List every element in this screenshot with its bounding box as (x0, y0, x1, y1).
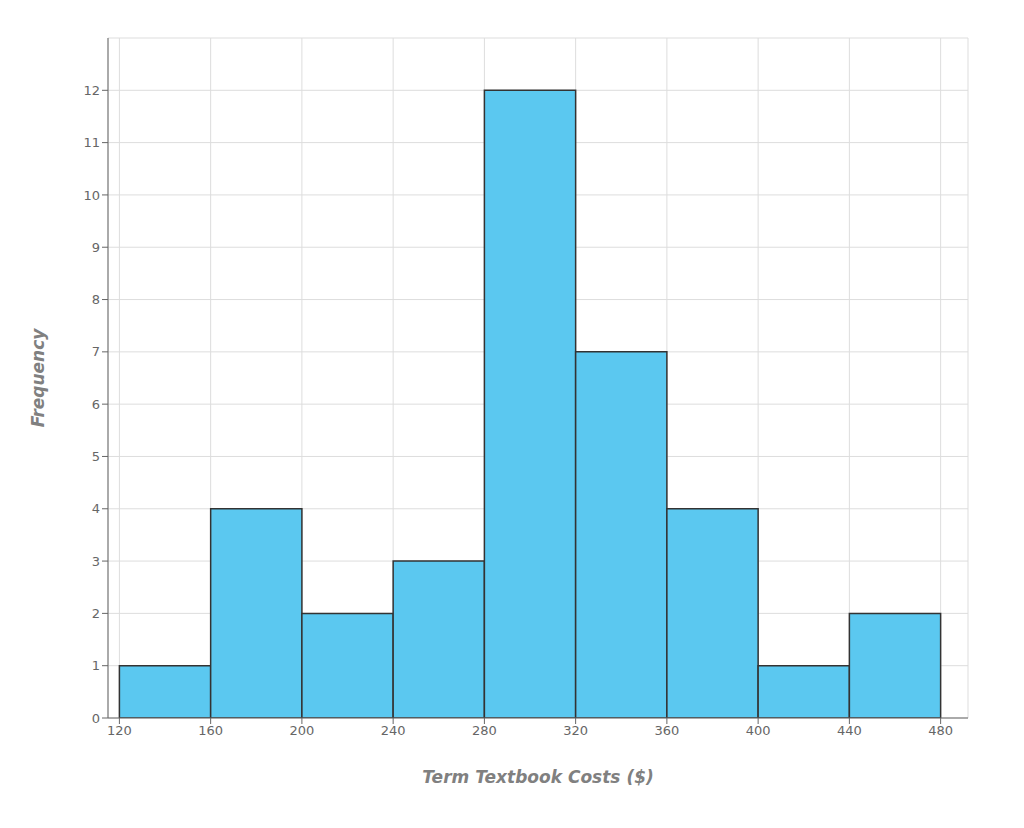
svg-text:320: 320 (563, 723, 588, 738)
svg-text:280: 280 (472, 723, 497, 738)
svg-text:480: 480 (928, 723, 953, 738)
svg-text:360: 360 (654, 723, 679, 738)
svg-text:Term Textbook Costs ($): Term Textbook Costs ($) (422, 767, 654, 787)
svg-text:440: 440 (837, 723, 862, 738)
svg-text:240: 240 (381, 723, 406, 738)
svg-text:160: 160 (198, 723, 223, 738)
svg-text:11: 11 (83, 135, 100, 150)
svg-text:10: 10 (83, 188, 100, 203)
svg-text:1: 1 (92, 658, 100, 673)
svg-text:3: 3 (92, 554, 100, 569)
svg-text:7: 7 (92, 344, 100, 359)
svg-text:8: 8 (92, 292, 100, 307)
svg-text:5: 5 (92, 449, 100, 464)
svg-text:120: 120 (107, 723, 132, 738)
svg-text:2: 2 (92, 606, 100, 621)
svg-text:9: 9 (92, 240, 100, 255)
svg-text:12: 12 (83, 83, 100, 98)
svg-text:4: 4 (92, 501, 100, 516)
svg-text:400: 400 (746, 723, 771, 738)
svg-text:200: 200 (289, 723, 314, 738)
svg-text:Frequency: Frequency (28, 328, 48, 428)
svg-text:6: 6 (92, 397, 100, 412)
svg-text:0: 0 (92, 711, 100, 726)
